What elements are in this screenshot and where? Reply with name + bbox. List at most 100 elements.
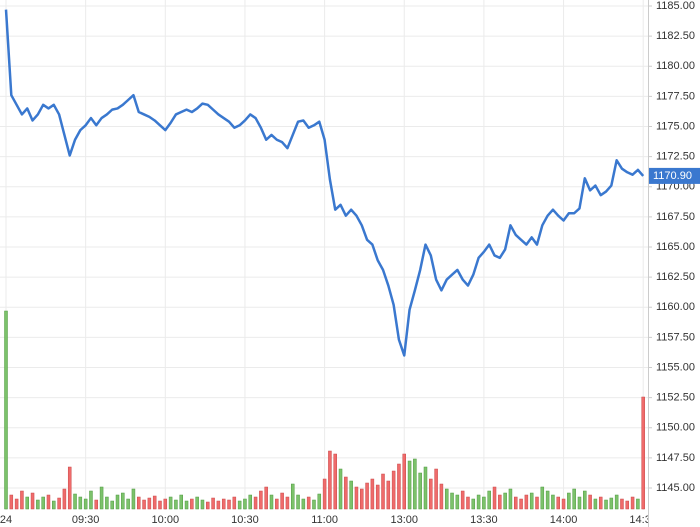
volume-bar [94,499,99,510]
volume-bar [290,483,295,510]
volume-bar [9,494,14,510]
x-tick-label: 14:00 [550,514,578,526]
y-tick-label: 1162.50 [656,271,695,283]
volume-bar [328,450,332,510]
volume-bar [200,499,205,510]
x-tick-label: 13:00 [390,514,418,526]
volume-bar [174,499,178,510]
y-tick-label: 1160.00 [656,301,695,313]
x-tick-label: 11:00 [311,514,338,526]
y-tick-label: 1150.00 [656,422,695,434]
volume-bar [99,486,104,510]
volume-bar [237,500,242,510]
volume-bar [296,494,300,510]
volume-bar [243,498,247,510]
volume-bar [168,496,173,510]
volume-bar [259,490,263,510]
last-price-badge [649,167,700,184]
volume-bar [577,496,582,510]
volume-bar [253,496,258,510]
volume-bar [317,493,322,510]
volume-bar [322,478,327,510]
volume-bar [641,396,645,510]
volume-bar [216,500,221,510]
volume-bar [636,498,640,510]
volume-bar [561,498,566,510]
volume-bar [444,488,449,510]
volume-bar [105,496,109,510]
volume-bar [545,490,550,510]
volume-bar [492,486,497,510]
volume-bar [57,497,61,510]
volume-bar [567,492,571,510]
volume-bar [471,498,476,510]
volume-bar [312,499,316,510]
volume-bar [20,490,24,510]
volume-bar [121,492,125,510]
volume-bar [158,500,162,510]
x-tick-label: 13:30 [470,514,498,526]
volume-bar [52,500,56,510]
volume-bar [386,480,391,510]
volume-bar [529,492,534,510]
volume-bar [115,494,120,510]
volume-bar [338,468,343,510]
volume-bar [583,490,587,510]
volume-bar [83,498,88,510]
volume-bar [620,498,624,510]
volume-bar [137,496,141,510]
volume-bar [450,492,454,510]
y-tick-label: 1182.50 [656,30,695,42]
y-tick-label: 1180.00 [656,60,695,72]
volume-bar [476,494,481,510]
volume-bar [614,494,619,510]
volume-bar [455,494,460,510]
volume-bar [264,486,268,510]
volume-bar [391,470,396,510]
volume-bar [413,458,417,510]
volume-bar [30,492,35,510]
y-tick-label: 1145.00 [656,482,695,494]
volume-bar [275,498,279,510]
last-price-label: 1170.90 [653,170,692,182]
volume-bar [211,497,215,510]
x-tick-label: 09:30 [72,514,100,526]
y-tick-label: 1165.00 [656,241,695,253]
volume-bar [519,498,523,510]
volume-bar [4,310,8,510]
volume-bar [498,494,502,510]
volume-bar [556,496,560,510]
volume-bar [503,492,507,510]
y-tick-label: 1152.50 [656,392,695,404]
volume-bar [360,488,364,510]
volume-bar [588,494,592,510]
volume-bar [142,499,146,510]
volume-bar [110,500,114,510]
volume-bar [184,500,189,510]
volume-bar [36,499,40,510]
x-tick-label: 24 [0,514,12,526]
volume-bar [514,496,518,510]
volume-bar [147,497,152,510]
volume-bar [152,495,157,510]
volume-bar [14,498,19,510]
x-tick-label: 10:00 [152,514,180,526]
volume-bar [365,482,369,510]
volume-bar [429,478,433,510]
volume-bar [593,498,598,510]
volume-bar [354,486,359,510]
volume-bar [232,496,237,510]
volume-bar [381,473,385,510]
volume-bar [46,494,51,510]
volume-bar [407,460,412,510]
volume-bar [306,496,311,510]
volume-bar [397,463,401,510]
price-line [4,9,645,357]
volume-bar [418,472,422,510]
y-tick-label: 1167.50 [656,211,695,223]
y-tick-label: 1157.50 [656,331,695,343]
volume-bar [466,496,470,510]
volume-bar [179,494,183,510]
